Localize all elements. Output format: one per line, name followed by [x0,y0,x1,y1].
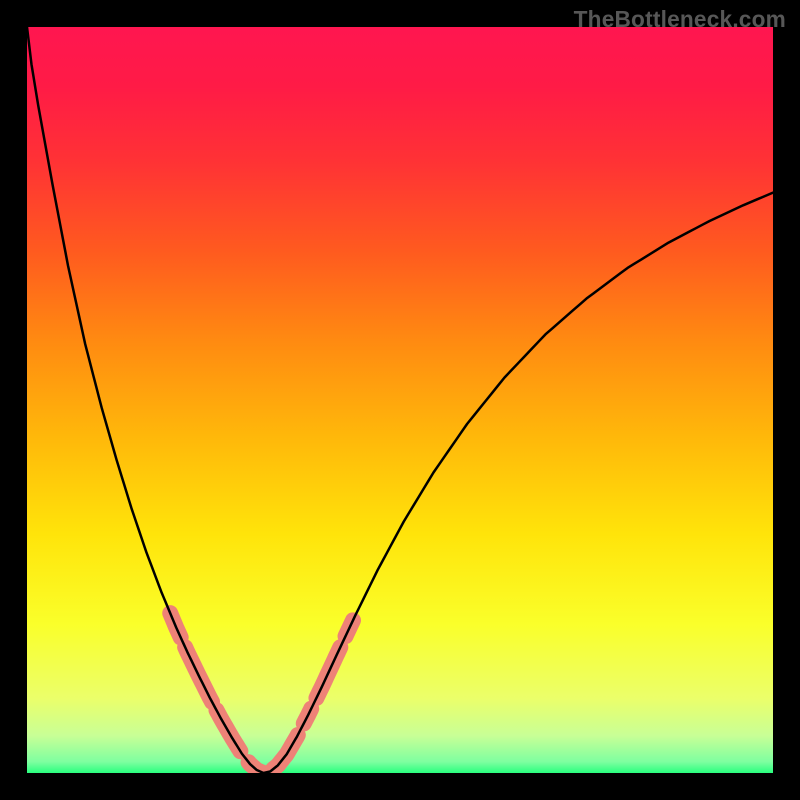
watermark-label: TheBottleneck.com [574,6,786,33]
chart-svg [0,0,800,800]
chart-background [27,27,773,773]
chart-root: TheBottleneck.com [0,0,800,800]
